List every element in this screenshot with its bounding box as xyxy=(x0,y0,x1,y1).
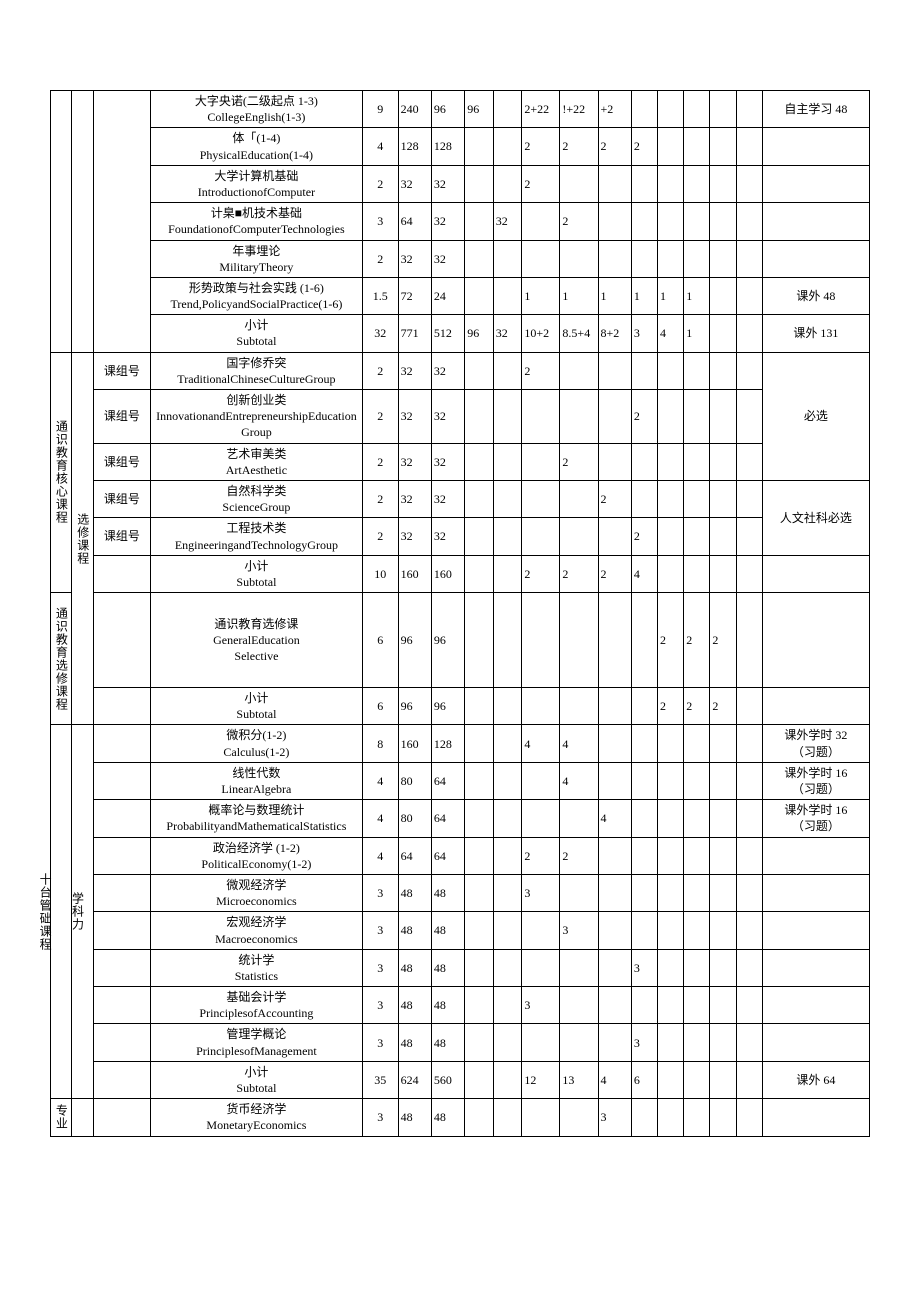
table-row: 课组号 艺术审美类ArtAesthetic 2 3232 2 xyxy=(51,443,870,480)
table-row: 大学计算机基础IntroductionofComputer 2 3232 2 xyxy=(51,165,870,202)
table-row: 管理学概论PrinciplesofManagement3 4848 3 xyxy=(51,1024,870,1061)
hours-lecture: 96 xyxy=(431,91,464,128)
curriculum-table: 大字央诺(二级起点 1-3)CollegeEnglish(1-3) 9 240 … xyxy=(50,90,870,1137)
table-row: 形势政策与社会实践 (1-6)Trend,PolicyandSocialPrac… xyxy=(51,277,870,314)
table-row: 大字央诺(二级起点 1-3)CollegeEnglish(1-3) 9 240 … xyxy=(51,91,870,128)
category-major: 专业 xyxy=(51,1099,72,1136)
table-row: 体「(1-4)PhysicalEducation(1-4) 4 128128 2… xyxy=(51,128,870,165)
table-row: 通识教育选修课程 通识教育选修课GeneralEducationSelectiv… xyxy=(51,593,870,688)
note-humanities-required: 人文社科必选 xyxy=(762,480,869,555)
table-row: 年事埋论MilitaryTheory 2 3232 xyxy=(51,240,870,277)
table-row: 学科力十台管础课程 微积分(1-2)Calculus(1-2) 8 160128… xyxy=(51,725,870,762)
table-row: 专业 货币经济学MonetaryEconomics 3 4848 3 xyxy=(51,1099,870,1136)
subcategory-elective: 选修课程 xyxy=(72,352,93,725)
category-general-ed-selective: 通识教育选修课程 xyxy=(51,593,72,725)
table-row: 微观经济学Microeconomics3 4848 3 xyxy=(51,874,870,911)
table-row: 通识教育核心课程 选修课程 课组号 国字修乔突TraditionalChines… xyxy=(51,352,870,389)
table-row: 课组号 创新创业类InnovationandEntrepreneurshipEd… xyxy=(51,390,870,444)
table-row: 小计Subtotal35 624560 121346 课外 64 xyxy=(51,1061,870,1098)
table-row: 小计Subtotal 32 7715129632 10+28.5+48+2341… xyxy=(51,315,870,352)
table-row: 线性代数LinearAlgebra4 8064 4 课外学时 16（习题） xyxy=(51,762,870,799)
subcategory-cell xyxy=(72,91,93,353)
table-row: 小计Subtotal 10 160160 2224 xyxy=(51,555,870,592)
category-general-ed-core: 通识教育核心课程 xyxy=(51,352,72,592)
table-row: 课组号 工程技术类EngineeringandTechnologyGroup 2… xyxy=(51,518,870,555)
category-discipline-foundation: 学科力十台管础课程 xyxy=(51,725,72,1099)
hours-total: 240 xyxy=(398,91,431,128)
table-row: 小计Subtotal 6 9696 222 xyxy=(51,688,870,725)
category-cell xyxy=(51,91,72,353)
table-row: 宏观经济学Macroeconomics3 4848 3 xyxy=(51,912,870,949)
table-row: 基础会计学PrinciplesofAccounting3 4848 3 xyxy=(51,987,870,1024)
course-name: 大字央诺(二级起点 1-3)CollegeEnglish(1-3) xyxy=(150,91,362,128)
group-code: 课组号 xyxy=(93,352,150,389)
table-row: 政治经济学 (1-2)PoliticalEconomy(1-2)4 6464 2… xyxy=(51,837,870,874)
table-row: 概率论与数理统计ProbabilityandMathematicalStatis… xyxy=(51,800,870,837)
table-row: 计臬■机技术基础FoundationofComputerTechnologies… xyxy=(51,203,870,240)
note-required: 必选 xyxy=(762,352,869,480)
note: 自主学习 48 xyxy=(762,91,869,128)
credits: 9 xyxy=(362,91,398,128)
table-row: 统计学Statistics3 4848 3 xyxy=(51,949,870,986)
table-row: 课组号 自然科学类ScienceGroup 2 3232 2 人文社科必选 xyxy=(51,480,870,517)
code-cell xyxy=(93,91,150,353)
